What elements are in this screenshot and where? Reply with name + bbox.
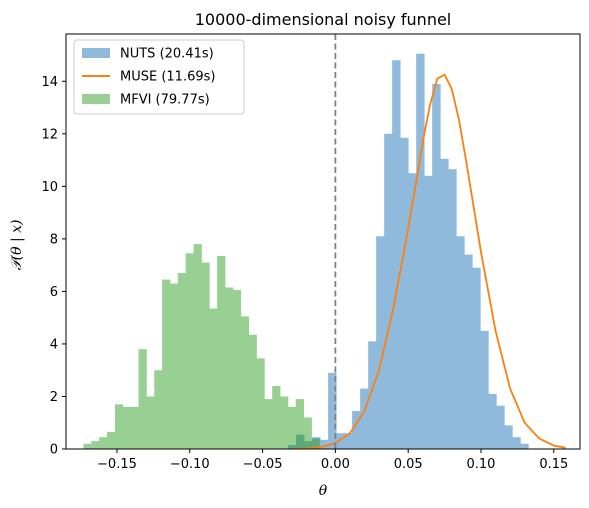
hist-bar-mfvi-0 <box>83 443 92 449</box>
muse-curve <box>291 73 566 449</box>
hist-bar-nuts-23 <box>472 267 481 449</box>
x-tick-label: 0.00 <box>321 457 350 472</box>
hist-bar-mfvi-12 <box>177 273 187 449</box>
hist-bar-mfvi-7 <box>138 349 147 449</box>
hist-bar-nuts-29 <box>520 443 529 449</box>
hist-bar-mfvi-16 <box>209 308 218 449</box>
hist-bar-nuts-8 <box>352 410 361 449</box>
hist-bar-mfvi-15 <box>201 262 210 449</box>
hist-bar-nuts-6 <box>336 433 345 449</box>
y-tick-label: 0 <box>50 443 58 458</box>
hist-bar-mfvi-10 <box>162 279 171 449</box>
axes: −0.15 −0.10 −0.05 0.00 0.05 0.10 0.15 0 2 4 6 8 10 12… <box>41 33 581 472</box>
hist-bar-nuts-22 <box>464 254 473 449</box>
legend-label-1: MUSE (11.69s) <box>120 70 215 85</box>
hist-bar-mfvi-19 <box>232 290 242 449</box>
x-tick-label: 0.15 <box>539 457 568 472</box>
hist-bar-mfvi-18 <box>225 287 234 449</box>
hist-bar-nuts-7 <box>344 433 353 449</box>
y-tick-label: 8 <box>50 232 58 247</box>
hist-bar-mfvi-13 <box>185 253 194 449</box>
hist-bar-mfvi-20 <box>240 316 249 449</box>
hist-bar-nuts-15 <box>408 173 417 449</box>
y-tick-label: 2 <box>50 390 58 405</box>
hist-overlap-33 <box>312 438 320 449</box>
hist-bar-nuts-4 <box>320 439 329 449</box>
plot-frame <box>65 33 581 450</box>
x-axis-label: θ <box>319 483 328 499</box>
hist-bar-mfvi-14 <box>193 244 202 449</box>
hist-bar-nuts-9 <box>360 388 369 449</box>
hist-overlap-32 <box>311 441 313 449</box>
hist-bar-nuts-19 <box>440 158 449 449</box>
hist-bar-mfvi-6 <box>130 406 139 449</box>
hist-bar-nuts-10 <box>368 341 377 449</box>
hist-bar-nuts-26 <box>496 405 505 449</box>
hist-bar-nuts-25 <box>488 393 497 449</box>
chart-title: 10000-dimensional noisy funnel <box>195 10 452 29</box>
hist-bar-mfvi-22 <box>256 358 265 449</box>
y-tick-label: 4 <box>50 337 58 352</box>
hist-bar-mfvi-24 <box>272 385 281 449</box>
hist-bar-mfvi-11 <box>169 283 179 449</box>
legend-label-0: NUTS (20.41s) <box>120 47 214 62</box>
hist-bar-nuts-13 <box>392 60 401 449</box>
hist-bar-nuts-18 <box>432 83 441 449</box>
legend: NUTS (20.41s) MUSE (11.69s) MFVI (79.77s) <box>73 39 245 115</box>
hist-bar-nuts-24 <box>480 330 489 449</box>
hist-bar-nuts-28 <box>512 437 521 449</box>
plot-area <box>83 34 566 449</box>
hist-overlap-31 <box>304 441 312 449</box>
x-tick-label: 0.05 <box>394 457 423 472</box>
legend-swatch-2 <box>82 94 110 104</box>
hist-bar-nuts-20 <box>448 169 457 449</box>
hist-bar-mfvi-3 <box>107 431 116 449</box>
hist-bar-nuts-17 <box>424 175 433 449</box>
hist-bar-nuts-27 <box>504 425 513 449</box>
y-tick-label: 10 <box>41 180 58 195</box>
y-tick-label: 12 <box>41 127 58 142</box>
hist-bar-mfvi-26 <box>287 406 297 449</box>
hist-bar-mfvi-8 <box>146 396 155 449</box>
hist-bar-nuts-5 <box>328 372 337 449</box>
x-tick-label: 0.10 <box>467 457 496 472</box>
hist-bar-mfvi-17 <box>217 255 226 449</box>
y-tick-label: 14 <box>41 75 58 90</box>
hist-bar-nuts-21 <box>456 236 465 449</box>
hist-bar-nuts-12 <box>384 133 393 449</box>
legend-swatch-0 <box>82 48 110 58</box>
hist-overlap-29 <box>296 434 305 449</box>
legend-box <box>73 39 245 115</box>
hist-overlap-27 <box>288 445 297 449</box>
x-tick-label: −0.10 <box>170 457 210 472</box>
hist-bar-mfvi-9 <box>154 370 163 449</box>
hist-bar-mfvi-27 <box>295 399 305 449</box>
hist-bar-mfvi-28 <box>303 417 312 449</box>
hist-bar-mfvi-2 <box>99 437 108 449</box>
hist-bar-mfvi-25 <box>280 396 289 449</box>
y-axis-label: 𝒫(θ | x) <box>9 220 25 271</box>
legend-label-2: MFVI (79.77s) <box>120 93 210 108</box>
hist-bar-mfvi-21 <box>248 334 257 449</box>
hist-bar-mfvi-1 <box>91 441 100 449</box>
x-tick-label: −0.15 <box>97 457 137 472</box>
y-tick-label: 6 <box>50 285 58 300</box>
hist-overlap-30 <box>303 434 305 449</box>
x-tick-label: −0.05 <box>243 457 283 472</box>
hist-bar-nuts-14 <box>400 137 409 449</box>
hist-bar-mfvi-5 <box>122 406 132 449</box>
hist-bar-nuts-16 <box>416 53 425 449</box>
hist-bar-mfvi-23 <box>264 399 273 449</box>
hist-bar-mfvi-4 <box>114 404 124 449</box>
hist-bar-nuts-11 <box>376 236 385 449</box>
